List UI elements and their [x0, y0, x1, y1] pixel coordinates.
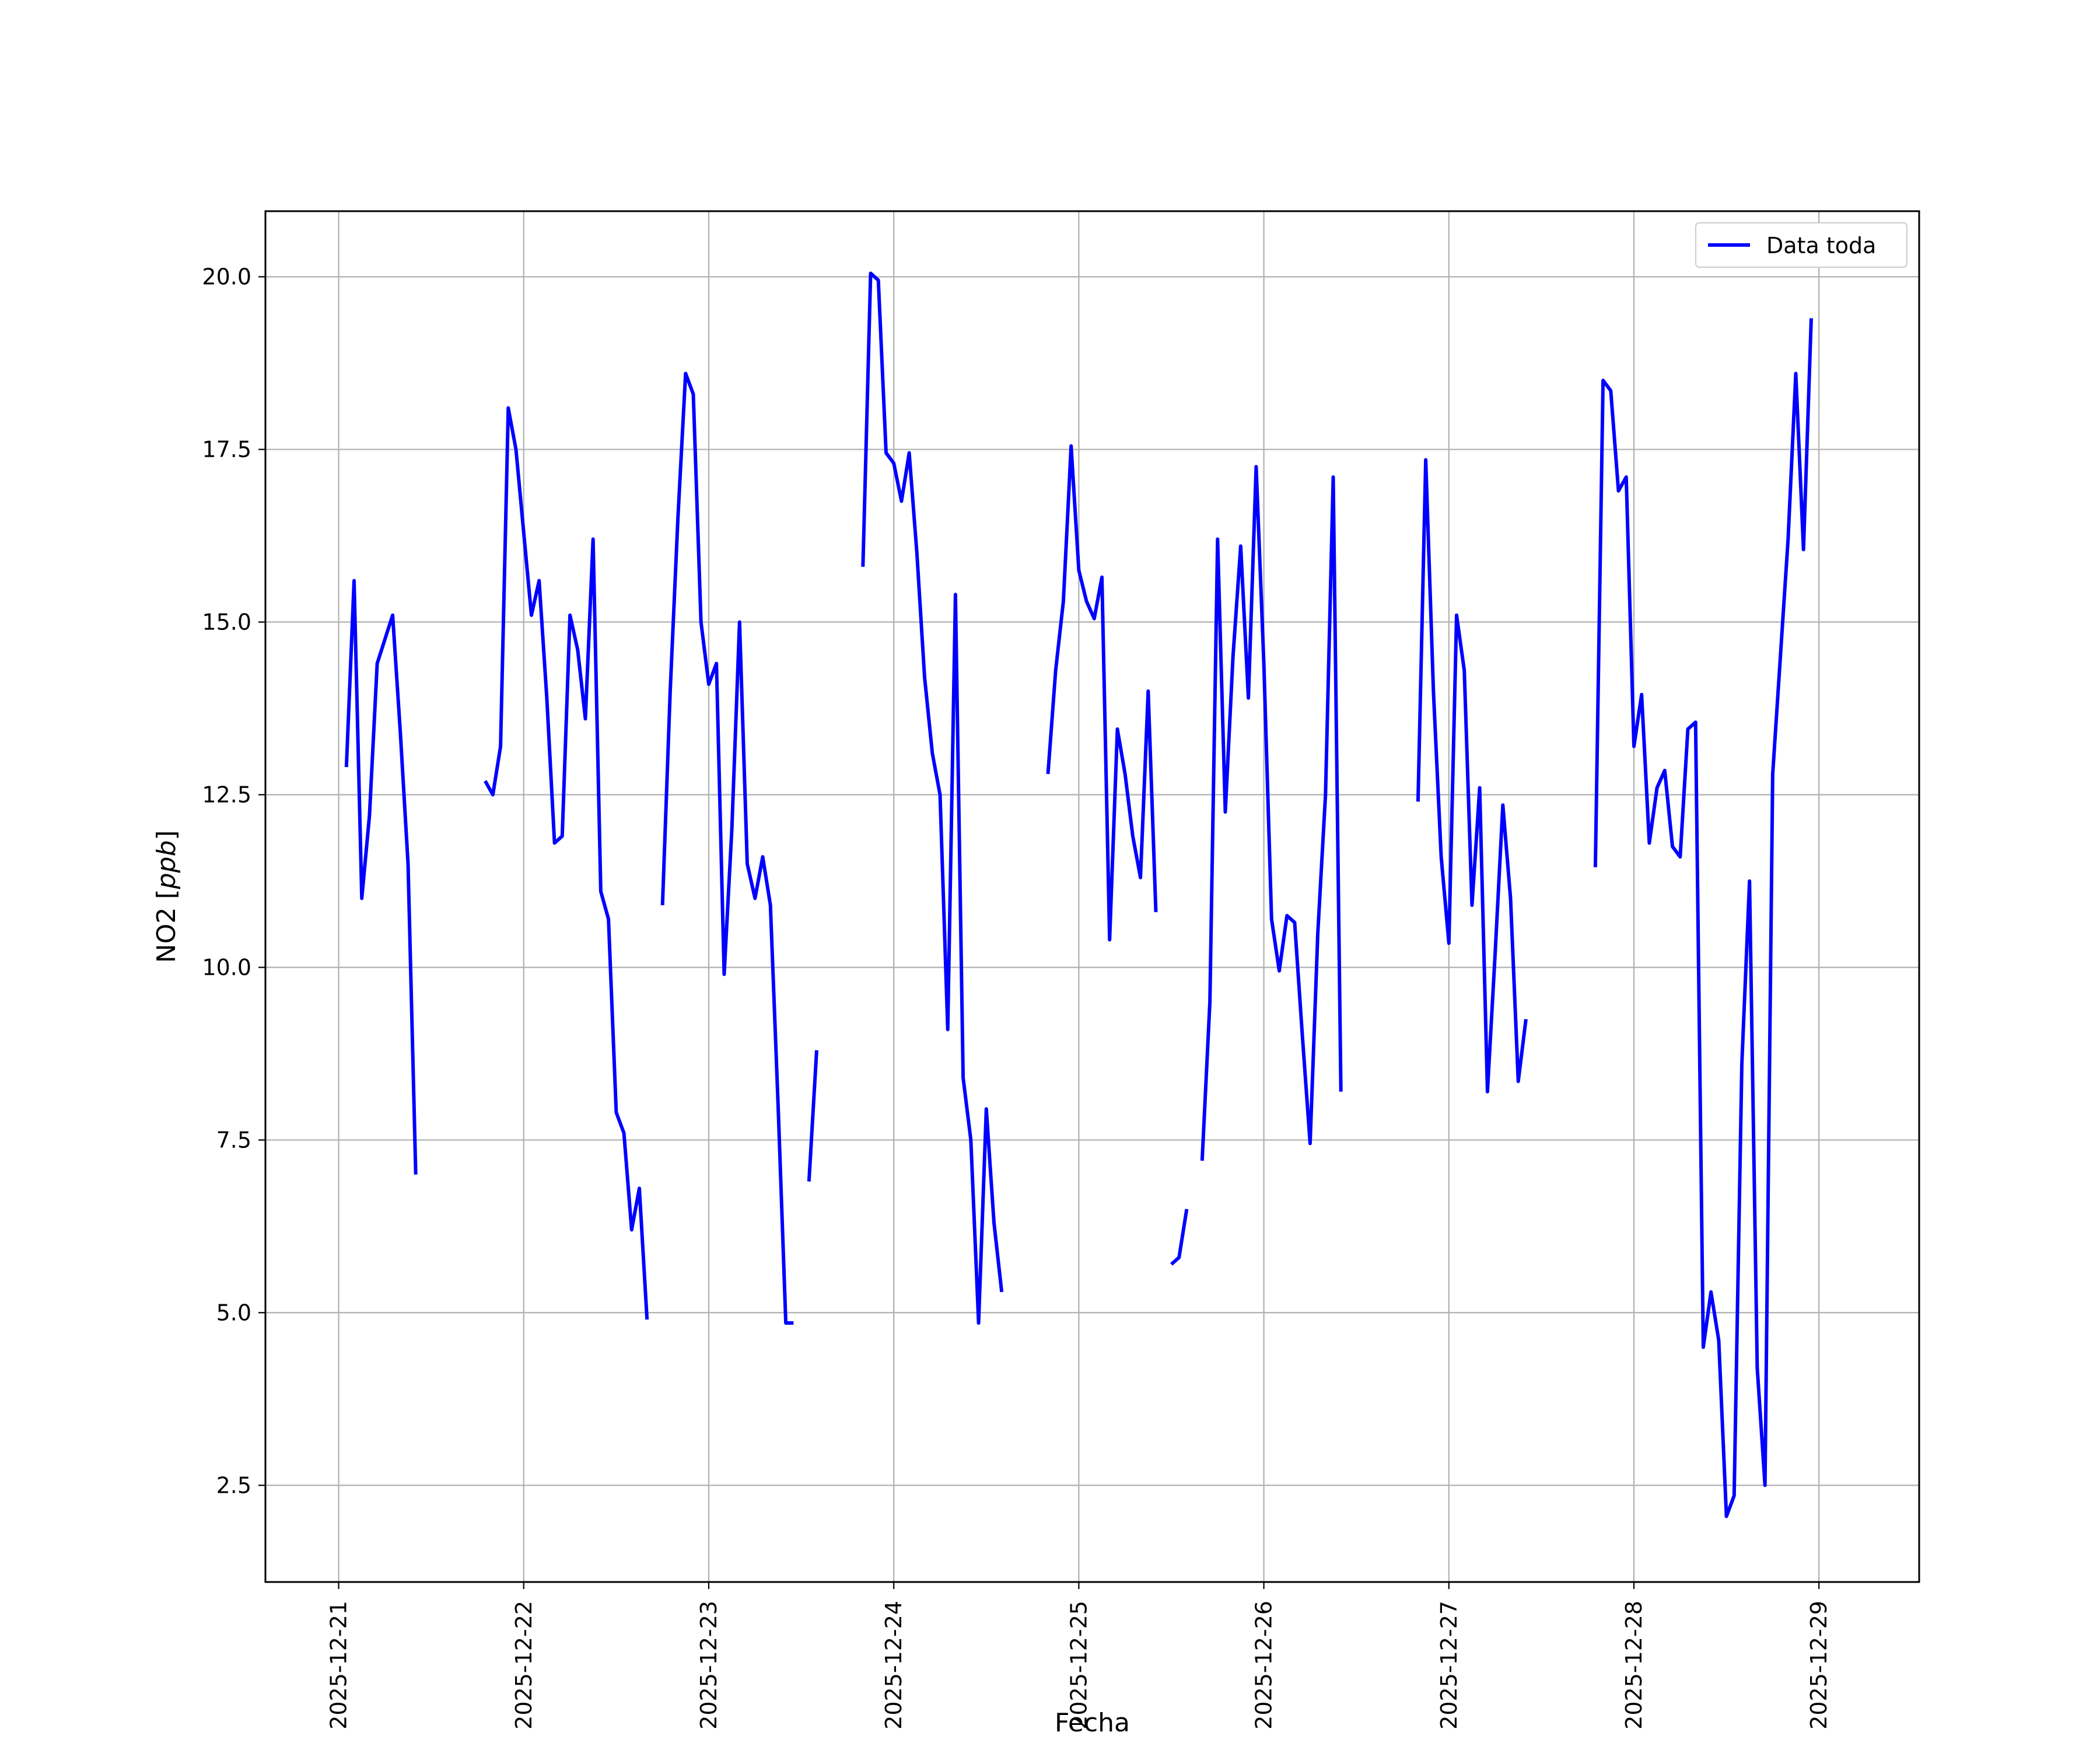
- legend-label: Data toda: [1766, 233, 1876, 258]
- y-axis-ticks: 2.5 5.0 7.5 10.0 12.5 15.0 17.5 20.0: [202, 264, 265, 1498]
- y-tick-label: 20.0: [202, 264, 251, 289]
- y-axis-label-main: NO2 [: [152, 889, 181, 963]
- series-line-segment: [1170, 1209, 1189, 1266]
- x-tick-label: 2025-12-25: [1066, 1601, 1091, 1730]
- x-axis-label: Fecha: [1055, 1708, 1130, 1738]
- series-line-segment: [807, 1050, 818, 1182]
- legend-box: [1695, 222, 1908, 268]
- x-tick-label: 2025-12-28: [1621, 1601, 1647, 1730]
- series-line-segment: [344, 579, 418, 1175]
- x-tick-label: 2025-12-26: [1251, 1601, 1277, 1730]
- y-tick-label: 7.5: [216, 1127, 251, 1153]
- plot-frame: [264, 210, 1920, 1583]
- y-axis-label-close: ]: [152, 830, 181, 840]
- x-axis-ticks: 2025-12-21 2025-12-22 2025-12-23 2025-12-24…: [326, 1582, 1832, 1730]
- legend: Data toda: [1695, 222, 1908, 268]
- x-tick-label: 2025-12-27: [1436, 1601, 1462, 1730]
- series-line-segment: [484, 406, 649, 1320]
- y-tick-label: 5.0: [216, 1300, 251, 1325]
- x-tick-label: 2025-12-23: [696, 1601, 722, 1730]
- y-tick-label: 10.0: [202, 954, 251, 980]
- y-tick-label: 17.5: [202, 436, 251, 462]
- series-line-segment: [1593, 318, 1813, 1518]
- y-axis-label-unit: ppb: [152, 840, 181, 890]
- y-tick-label: 15.0: [202, 609, 251, 635]
- x-tick-label: 2025-12-24: [881, 1601, 907, 1730]
- series-line-segment: [1416, 458, 1528, 1094]
- data-series: [344, 271, 1813, 1518]
- x-tick-label: 2025-12-21: [326, 1601, 352, 1730]
- x-tick-label: 2025-12-22: [511, 1601, 537, 1730]
- x-tick-label: 2025-12-29: [1806, 1601, 1832, 1730]
- y-tick-label: 12.5: [202, 782, 251, 807]
- series-line-segment: [861, 271, 1004, 1325]
- series-line-segment: [1200, 465, 1343, 1161]
- y-tick-label: 2.5: [216, 1472, 251, 1498]
- series-line-segment: [660, 372, 794, 1325]
- series-line-segment: [1046, 444, 1158, 942]
- y-axis-label: NO2 [ppb]: [152, 830, 181, 963]
